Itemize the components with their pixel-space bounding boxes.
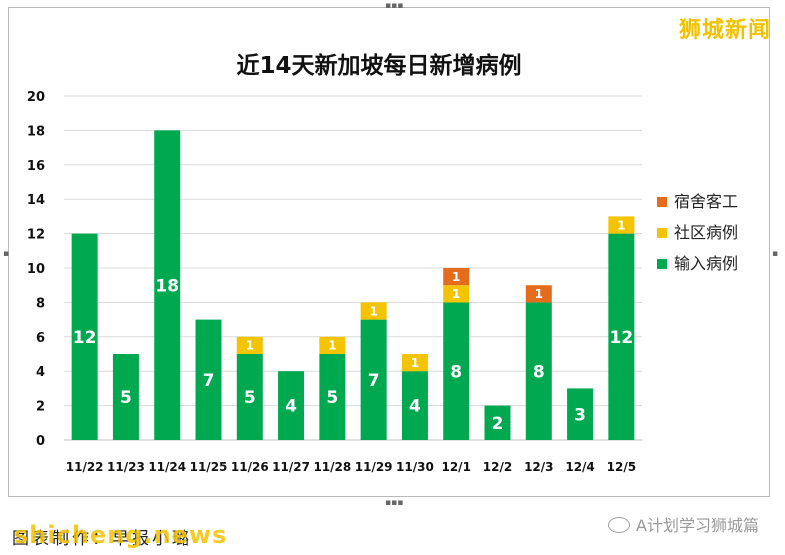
legend-label: 社区病例 (674, 223, 738, 242)
bar-segment (608, 216, 635, 234)
bar-segment (112, 354, 139, 440)
site-watermark: shicheng.news (14, 521, 228, 549)
frame-handle-top[interactable]: ▪▪▪ (385, 1, 404, 11)
bar-data-label: 1 (452, 270, 460, 284)
x-tick-label: 12/5 (607, 460, 636, 474)
bar-segment (360, 302, 387, 320)
y-tick-label: 4 (36, 365, 45, 380)
bar-segment (236, 336, 263, 354)
wechat-account-label: A计划学习狮城篇 (636, 516, 759, 535)
y-tick-label: 12 (27, 228, 45, 243)
x-tick-label: 12/3 (524, 460, 553, 474)
bar-data-label: 2 (492, 414, 504, 434)
legend-label: 宿舍客工 (674, 192, 738, 211)
x-tick-label: 11/26 (231, 460, 269, 474)
bar-data-label: 7 (368, 371, 380, 391)
bar-segment (71, 233, 98, 440)
frame-handle-bottom[interactable]: ▪▪▪ (385, 498, 404, 508)
frame-handle-right[interactable]: ▪ (772, 249, 779, 259)
bar-segment (154, 130, 181, 440)
bar-segment (443, 268, 470, 286)
x-tick-label: 11/23 (107, 460, 145, 474)
bar-data-label: 18 (155, 276, 179, 296)
bar-data-label: 3 (574, 405, 586, 425)
legend-swatch (657, 259, 667, 269)
bar-segment (525, 285, 552, 303)
bar-data-label: 1 (246, 339, 254, 353)
brand-watermark-top: 狮城新闻 (678, 18, 771, 43)
bar-segment (525, 302, 552, 440)
y-tick-label: 16 (27, 159, 45, 174)
y-tick-label: 0 (36, 434, 45, 449)
wechat-icon (608, 517, 631, 533)
x-tick-label: 11/24 (148, 460, 186, 474)
x-tick-label: 11/22 (66, 460, 104, 474)
bar-segment (236, 354, 263, 440)
bar-data-label: 5 (244, 388, 256, 408)
bar-segment (319, 336, 346, 354)
bar-segment (608, 233, 635, 440)
bar-data-label: 5 (326, 388, 338, 408)
legend-swatch (657, 197, 667, 207)
x-tick-label: 11/27 (272, 460, 310, 474)
chart-frame: 近14天新加坡每日新增病例 0 2 4 6 8 10 12 14 16 18 20 12 11/22 5 1… (8, 7, 770, 497)
bar-segment (401, 371, 428, 440)
bar-data-label: 1 (617, 218, 625, 232)
x-tick-label: 11/25 (190, 460, 228, 474)
bar-data-label: 8 (533, 362, 545, 382)
x-tick-label: 12/1 (441, 460, 470, 474)
bar-data-label: 1 (411, 356, 419, 370)
y-tick-label: 14 (27, 193, 45, 208)
bar-data-label: 1 (369, 304, 377, 318)
wechat-account: A计划学习狮城篇 (608, 512, 759, 536)
bar-segment (401, 354, 428, 372)
bar-segment (195, 319, 222, 440)
x-tick-label: 12/2 (483, 460, 512, 474)
y-tick-label: 18 (27, 124, 45, 139)
bar-segment (278, 371, 305, 440)
bar-data-label: 1 (328, 339, 336, 353)
chart-svg: 024681012141618201211/22511/231811/24711… (27, 90, 738, 474)
bar-data-label: 4 (409, 397, 421, 417)
bar-data-label: 12 (610, 328, 634, 348)
y-tick-label: 20 (27, 90, 45, 105)
frame-handle-left[interactable]: ▪ (3, 249, 10, 259)
bar-segment (484, 405, 511, 440)
y-tick-label: 8 (36, 296, 45, 311)
y-tick-label: 2 (36, 400, 45, 415)
bar-data-label: 4 (285, 397, 297, 417)
legend-label: 输入病例 (674, 254, 738, 273)
y-tick-label: 6 (36, 331, 45, 346)
bar-segment (443, 302, 470, 440)
x-tick-label: 11/29 (355, 460, 393, 474)
chart-title: 近14天新加坡每日新增病例 (236, 53, 522, 79)
x-tick-label: 12/4 (565, 460, 594, 474)
bar-data-label: 8 (450, 362, 462, 382)
bar-data-label: 1 (452, 287, 460, 301)
x-tick-label: 11/28 (313, 460, 351, 474)
bar-segment (567, 388, 594, 440)
bar-segment (443, 285, 470, 303)
legend-swatch (657, 228, 667, 238)
y-tick-label: 10 (27, 262, 45, 277)
bar-data-label: 1 (535, 287, 543, 301)
bar-data-label: 12 (73, 328, 97, 348)
x-tick-label: 11/30 (396, 460, 434, 474)
bar-segment (360, 319, 387, 440)
chart-credit: 图表制作：早报小璐 (12, 529, 192, 549)
bar-segment (319, 354, 346, 440)
bar-data-label: 5 (120, 388, 132, 408)
bar-data-label: 7 (203, 371, 215, 391)
